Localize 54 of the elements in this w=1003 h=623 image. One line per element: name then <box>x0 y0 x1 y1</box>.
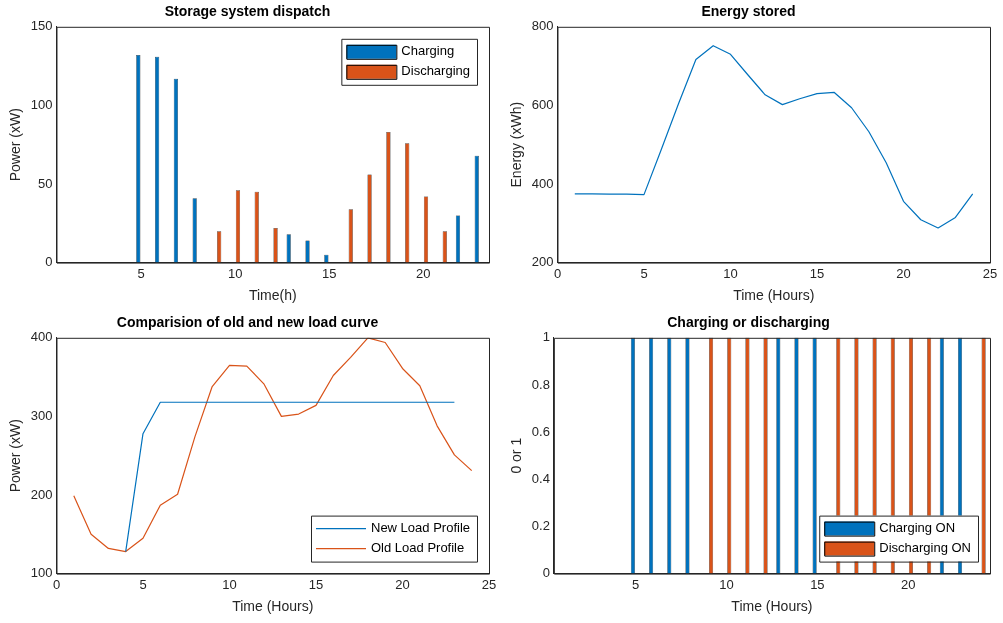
y-tick-label: 400 <box>30 329 53 345</box>
x-tick-label: 5 <box>640 265 648 281</box>
y-tick-label: 400 <box>531 175 554 191</box>
x-tick-label: 5 <box>137 265 145 281</box>
y-tick-label: 600 <box>531 96 554 112</box>
x-tick-label: 20 <box>900 576 916 592</box>
x-tick-label: 20 <box>896 265 911 281</box>
y-tick-label: 1 <box>542 329 550 345</box>
y-tick-label: 0.6 <box>531 423 550 439</box>
legend-label: New Load Profile <box>371 520 470 536</box>
y-tick-label: 200 <box>30 486 53 502</box>
y-tick-label: 0.4 <box>531 470 550 486</box>
chart-title: Energy stored <box>701 3 796 20</box>
x-tick-label: 5 <box>139 576 147 592</box>
legend-label: Charging <box>401 43 455 59</box>
x-tick-label: 10 <box>227 265 243 281</box>
legend-label: Discharging <box>401 63 471 79</box>
x-axis-title: Time (Hours) <box>733 287 815 304</box>
x-tick-label: 5 <box>632 576 640 592</box>
y-tick-label: 0 <box>542 565 550 581</box>
x-axis-title: Time (Hours) <box>731 598 813 615</box>
y-tick-label: 100 <box>30 96 53 112</box>
y-tick-label: 150 <box>30 18 53 34</box>
legend-label: Old Load Profile <box>371 540 465 556</box>
x-tick-label: 10 <box>222 576 237 592</box>
x-axis-title: Time(h) <box>248 287 297 304</box>
x-tick-label: 15 <box>308 576 324 592</box>
x-tick-label: 25 <box>982 265 998 281</box>
y-tick-label: 100 <box>30 565 53 581</box>
y-tick-label: 0.8 <box>531 376 550 392</box>
y-axis-title: Power (xW) <box>7 108 24 182</box>
x-tick-label: 15 <box>809 265 825 281</box>
y-tick-label: 800 <box>531 18 554 34</box>
x-tick-label: 15 <box>321 265 337 281</box>
y-axis-title: Power (xW) <box>7 419 24 493</box>
x-tick-label: 25 <box>481 576 497 592</box>
x-tick-label: 10 <box>719 576 734 592</box>
x-tick-label: 10 <box>723 265 738 281</box>
y-tick-label: 50 <box>38 175 53 191</box>
y-tick-label: 300 <box>30 407 53 423</box>
chart-title: Charging or discharging <box>667 314 830 331</box>
chart-title: Storage system dispatch <box>164 3 331 20</box>
x-axis-title: Time (Hours) <box>232 598 314 615</box>
y-tick-label: 0 <box>45 254 53 270</box>
legend-label: Discharging ON <box>879 540 972 556</box>
y-tick-label: 200 <box>531 254 554 270</box>
legend-label: Charging ON <box>879 520 956 536</box>
y-axis-title: 0 or 1 <box>508 437 525 474</box>
x-tick-label: 20 <box>415 265 431 281</box>
chart-title: Comparision of old and new load curve <box>116 314 379 331</box>
y-axis-title: Energy (xWh) <box>508 101 525 188</box>
x-tick-label: 15 <box>810 576 825 592</box>
y-tick-label: 0.2 <box>531 518 550 534</box>
x-tick-label: 20 <box>395 576 410 592</box>
